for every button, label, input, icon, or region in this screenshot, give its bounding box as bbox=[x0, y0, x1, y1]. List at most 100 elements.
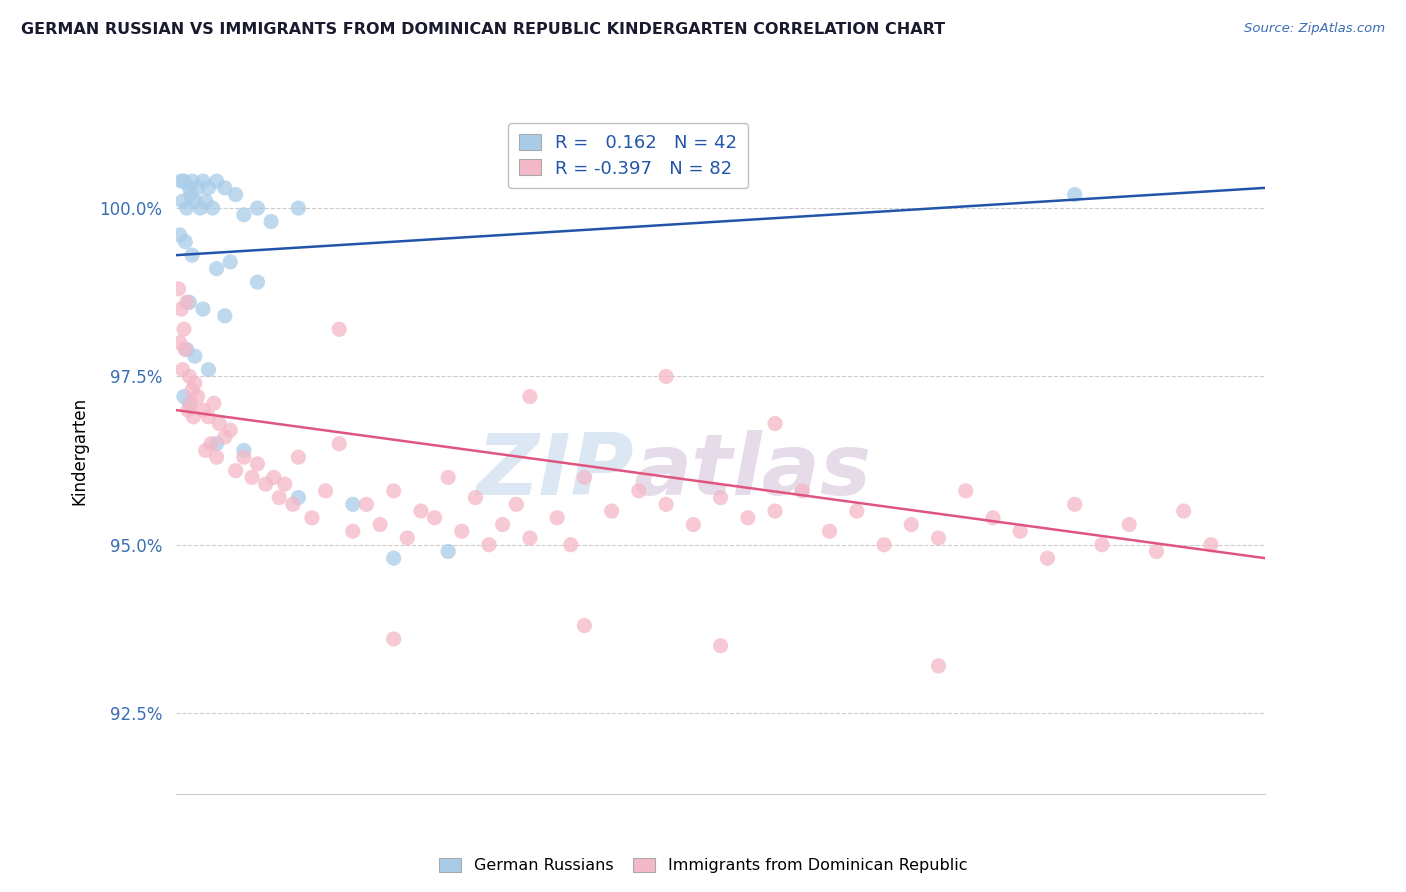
Point bbox=[409, 504, 432, 518]
Point bbox=[1036, 551, 1059, 566]
Point bbox=[201, 201, 224, 215]
Point bbox=[260, 214, 283, 228]
Point bbox=[200, 436, 222, 450]
Point bbox=[246, 201, 269, 215]
Point bbox=[181, 174, 204, 188]
Point bbox=[205, 261, 228, 276]
Point bbox=[176, 295, 198, 310]
Point bbox=[191, 403, 214, 417]
Point bbox=[225, 187, 247, 202]
Point bbox=[356, 497, 378, 511]
Point bbox=[955, 483, 977, 498]
Point bbox=[382, 632, 405, 646]
Point bbox=[437, 544, 460, 558]
Point bbox=[519, 531, 541, 545]
Point bbox=[928, 659, 950, 673]
Point bbox=[167, 282, 190, 296]
Point bbox=[214, 181, 236, 195]
Point bbox=[170, 174, 193, 188]
Point bbox=[1010, 524, 1032, 539]
Point bbox=[194, 194, 217, 209]
Point bbox=[176, 343, 198, 357]
Point bbox=[600, 504, 623, 518]
Point bbox=[464, 491, 486, 505]
Point bbox=[342, 497, 364, 511]
Point bbox=[172, 362, 194, 376]
Point bbox=[169, 227, 191, 242]
Point bbox=[225, 464, 247, 478]
Point bbox=[1118, 517, 1140, 532]
Text: ZIP: ZIP bbox=[475, 430, 633, 513]
Point bbox=[172, 194, 194, 209]
Point bbox=[627, 483, 650, 498]
Point bbox=[1063, 187, 1085, 202]
Point bbox=[186, 181, 209, 195]
Point bbox=[546, 510, 568, 524]
Point bbox=[205, 450, 228, 465]
Point bbox=[170, 301, 193, 316]
Point bbox=[287, 450, 309, 465]
Point bbox=[382, 551, 405, 566]
Point bbox=[184, 194, 207, 209]
Text: GERMAN RUSSIAN VS IMMIGRANTS FROM DOMINICAN REPUBLIC KINDERGARTEN CORRELATION CH: GERMAN RUSSIAN VS IMMIGRANTS FROM DOMINI… bbox=[21, 22, 945, 37]
Point bbox=[287, 491, 309, 505]
Point bbox=[928, 531, 950, 545]
Point bbox=[315, 483, 337, 498]
Point bbox=[281, 497, 304, 511]
Point bbox=[205, 174, 228, 188]
Point bbox=[246, 457, 269, 471]
Point bbox=[492, 517, 515, 532]
Point bbox=[240, 470, 263, 484]
Point bbox=[269, 491, 291, 505]
Point bbox=[1199, 538, 1222, 552]
Point bbox=[188, 201, 211, 215]
Point bbox=[176, 201, 198, 215]
Point bbox=[274, 477, 297, 491]
Point bbox=[1173, 504, 1195, 518]
Point bbox=[246, 275, 269, 289]
Point bbox=[505, 497, 527, 511]
Text: atlas: atlas bbox=[633, 430, 872, 513]
Point bbox=[219, 255, 242, 269]
Point bbox=[981, 510, 1004, 524]
Point bbox=[682, 517, 704, 532]
Point bbox=[737, 510, 759, 524]
Y-axis label: Kindergarten: Kindergarten bbox=[70, 396, 89, 505]
Point bbox=[710, 491, 733, 505]
Point bbox=[574, 618, 596, 632]
Point bbox=[396, 531, 419, 545]
Point bbox=[191, 174, 214, 188]
Point bbox=[180, 396, 202, 410]
Point bbox=[1091, 538, 1114, 552]
Point bbox=[655, 497, 678, 511]
Point bbox=[342, 524, 364, 539]
Point bbox=[519, 390, 541, 404]
Point bbox=[368, 517, 391, 532]
Point bbox=[194, 443, 217, 458]
Point bbox=[792, 483, 814, 498]
Point bbox=[328, 436, 350, 450]
Point bbox=[382, 483, 405, 498]
Point bbox=[174, 235, 197, 249]
Point bbox=[177, 403, 200, 417]
Point bbox=[173, 322, 195, 336]
Point bbox=[179, 181, 201, 195]
Point bbox=[232, 443, 254, 458]
Point bbox=[287, 201, 309, 215]
Point bbox=[263, 470, 285, 484]
Point bbox=[183, 409, 205, 424]
Point bbox=[181, 248, 204, 262]
Point bbox=[710, 639, 733, 653]
Legend: German Russians, Immigrants from Dominican Republic: German Russians, Immigrants from Dominic… bbox=[432, 851, 974, 880]
Point bbox=[191, 301, 214, 316]
Point bbox=[437, 470, 460, 484]
Point bbox=[181, 383, 204, 397]
Point bbox=[763, 417, 786, 431]
Point bbox=[208, 417, 231, 431]
Point bbox=[179, 369, 201, 384]
Point bbox=[478, 538, 501, 552]
Point bbox=[214, 430, 236, 444]
Point bbox=[574, 470, 596, 484]
Point bbox=[873, 538, 896, 552]
Point bbox=[232, 208, 254, 222]
